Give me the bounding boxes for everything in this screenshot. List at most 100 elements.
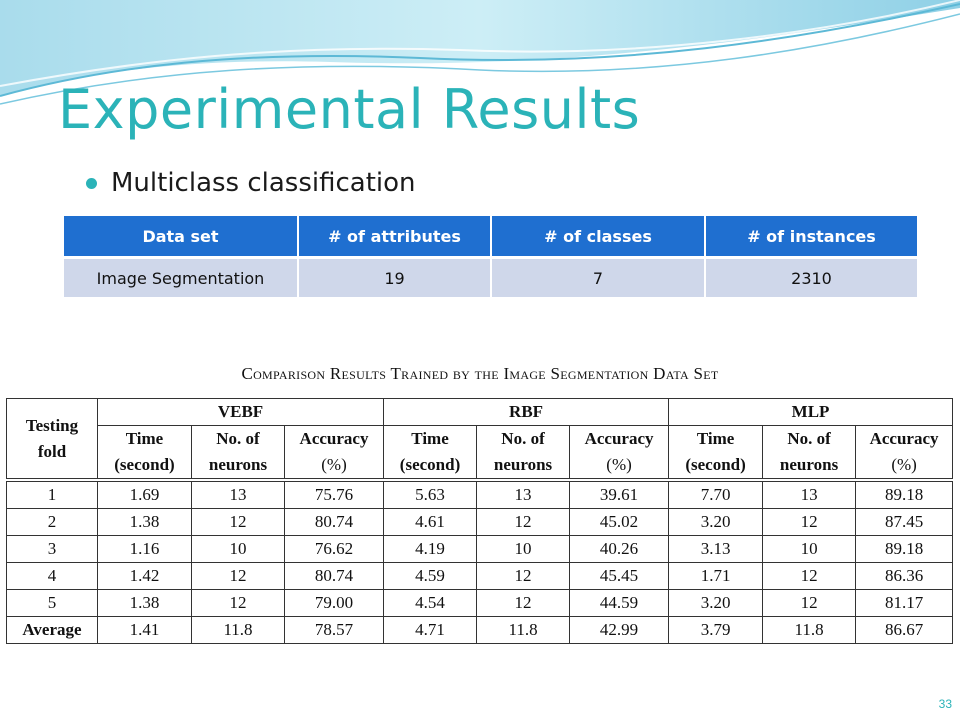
fold-label-cell: 3 — [6, 535, 98, 563]
summary-data-row: Image Segmentation 19 7 2310 — [64, 257, 919, 297]
table-row: 2 1.38 12 80.74 4.61 12 45.02 3.20 12 87.45 — [6, 508, 954, 536]
value-cell: 4.59 — [383, 562, 478, 590]
dataset-summary-table: Data set # of attributes # of classes # … — [64, 216, 919, 297]
sub-header-unit: neurons — [493, 455, 553, 474]
value-cell: 3.20 — [668, 589, 764, 617]
sub-header-neurons: No. of neurons — [191, 425, 285, 481]
value-cell: 1.41 — [97, 616, 192, 644]
summary-cell: Image Segmentation — [64, 257, 299, 297]
value-cell: 10 — [762, 535, 857, 563]
value-cell: 1.16 — [97, 535, 192, 563]
value-cell: 3.13 — [668, 535, 764, 563]
fold-label-cell: 5 — [6, 589, 98, 617]
summary-header-row: Data set # of attributes # of classes # … — [64, 216, 919, 259]
comparison-results-table: Testing fold VEBF RBF MLP Time (second) No… — [6, 398, 954, 644]
bullet-dot-icon — [86, 177, 97, 189]
results-body: 1 1.69 13 75.76 5.63 13 39.61 7.70 13 89.18 2 1.38 1… — [6, 478, 954, 644]
sub-header-unit: (second) — [114, 455, 175, 474]
value-cell: 3.20 — [668, 508, 764, 536]
value-cell: 11.8 — [191, 616, 285, 644]
value-cell: 4.61 — [383, 508, 478, 536]
value-cell: 1.69 — [97, 478, 192, 509]
table-row: 5 1.38 12 79.00 4.54 12 44.59 3.20 12 81.17 — [6, 589, 954, 617]
sub-header-time: Time (second) — [383, 425, 478, 481]
table-row: 1 1.69 13 75.76 5.63 13 39.61 7.70 13 89.18 — [6, 478, 954, 509]
table-row: 3 1.16 10 76.62 4.19 10 40.26 3.13 10 89.18 — [6, 535, 954, 563]
sub-header-accuracy: Accuracy (%) — [855, 425, 954, 481]
results-table-wrapper: Testing fold VEBF RBF MLP Time (second) No… — [6, 398, 954, 644]
sub-header-label: No. of — [216, 429, 260, 448]
value-cell: 79.00 — [283, 589, 385, 617]
value-cell: 81.17 — [855, 589, 954, 617]
value-cell: 12 — [476, 562, 571, 590]
value-cell: 12 — [762, 589, 857, 617]
value-cell: 1.38 — [97, 589, 192, 617]
sub-header-label: No. of — [501, 429, 545, 448]
value-cell: 10 — [476, 535, 571, 563]
value-cell: 40.26 — [569, 535, 670, 563]
fold-label-cell: Average — [6, 616, 98, 644]
value-cell: 13 — [476, 478, 571, 509]
value-cell: 78.57 — [283, 616, 385, 644]
average-row: Average 1.41 11.8 78.57 4.71 11.8 42.99 3.79 11.… — [6, 616, 954, 644]
sub-header-label: Time — [696, 429, 735, 448]
summary-header-cell: # of instances — [705, 216, 919, 259]
value-cell: 7.70 — [668, 478, 764, 509]
sub-header-label: Accuracy — [584, 429, 654, 448]
corner-label-top: Testing — [25, 415, 79, 435]
value-cell: 12 — [191, 589, 285, 617]
fold-label-cell: 2 — [6, 508, 98, 536]
sub-header-row: Time (second) No. of neurons Accuracy (%) Time… — [7, 425, 954, 481]
value-cell: 45.45 — [569, 562, 670, 590]
value-cell: 12 — [762, 562, 857, 590]
value-cell: 3.79 — [668, 616, 764, 644]
summary-header-cell: # of attributes — [298, 216, 492, 259]
value-cell: 44.59 — [569, 589, 670, 617]
value-cell: 10 — [191, 535, 285, 563]
value-cell: 80.74 — [283, 562, 385, 590]
value-cell: 12 — [762, 508, 857, 536]
value-cell: 89.18 — [855, 478, 954, 509]
value-cell: 11.8 — [762, 616, 857, 644]
value-cell: 45.02 — [569, 508, 670, 536]
results-caption: Comparison Results Trained by the Image … — [241, 364, 719, 383]
value-cell: 87.45 — [855, 508, 954, 536]
sub-header-unit: neurons — [779, 455, 839, 474]
value-cell: 86.36 — [855, 562, 954, 590]
table-row: 4 1.42 12 80.74 4.59 12 45.45 1.71 12 86.36 — [6, 562, 954, 590]
value-cell: 4.71 — [383, 616, 478, 644]
group-header-row: Testing fold VEBF RBF MLP — [6, 398, 954, 481]
summary-cell: 2310 — [705, 257, 919, 297]
sub-header-label: Time — [125, 429, 164, 448]
value-cell: 42.99 — [569, 616, 670, 644]
sub-header-unit: (%) — [891, 455, 917, 474]
sub-header-accuracy: Accuracy (%) — [283, 425, 385, 481]
sub-header-label: Time — [411, 429, 449, 448]
group-header-vebf: VEBF — [96, 398, 385, 426]
summary-cell: 19 — [298, 257, 492, 297]
fold-label-cell: 1 — [6, 478, 98, 509]
sub-header-unit: (second) — [685, 455, 746, 474]
sub-header-unit: neurons — [208, 455, 268, 474]
sub-header-label: Accuracy — [869, 429, 939, 448]
page-number: 33 — [938, 697, 952, 711]
value-cell: 4.19 — [383, 535, 478, 563]
sub-header-label: Accuracy — [299, 429, 369, 448]
sub-header-accuracy: Accuracy (%) — [569, 425, 670, 481]
sub-header-unit: (second) — [399, 455, 461, 474]
sub-header-label: No. of — [787, 429, 831, 448]
sub-header-time: Time (second) — [668, 425, 764, 481]
value-cell: 12 — [191, 562, 285, 590]
slide-title: Experimental Results — [58, 78, 641, 141]
value-cell: 1.38 — [97, 508, 192, 536]
value-cell: 1.42 — [97, 562, 192, 590]
testing-fold-header: Testing fold — [6, 398, 98, 481]
value-cell: 39.61 — [569, 478, 670, 509]
summary-header-cell: Data set — [64, 216, 299, 259]
group-header-mlp: MLP — [668, 398, 954, 426]
value-cell: 4.54 — [383, 589, 478, 617]
value-cell: 76.62 — [283, 535, 385, 563]
value-cell: 80.74 — [283, 508, 385, 536]
bullet-item: Multiclass classification — [86, 168, 416, 198]
value-cell: 12 — [476, 508, 571, 536]
